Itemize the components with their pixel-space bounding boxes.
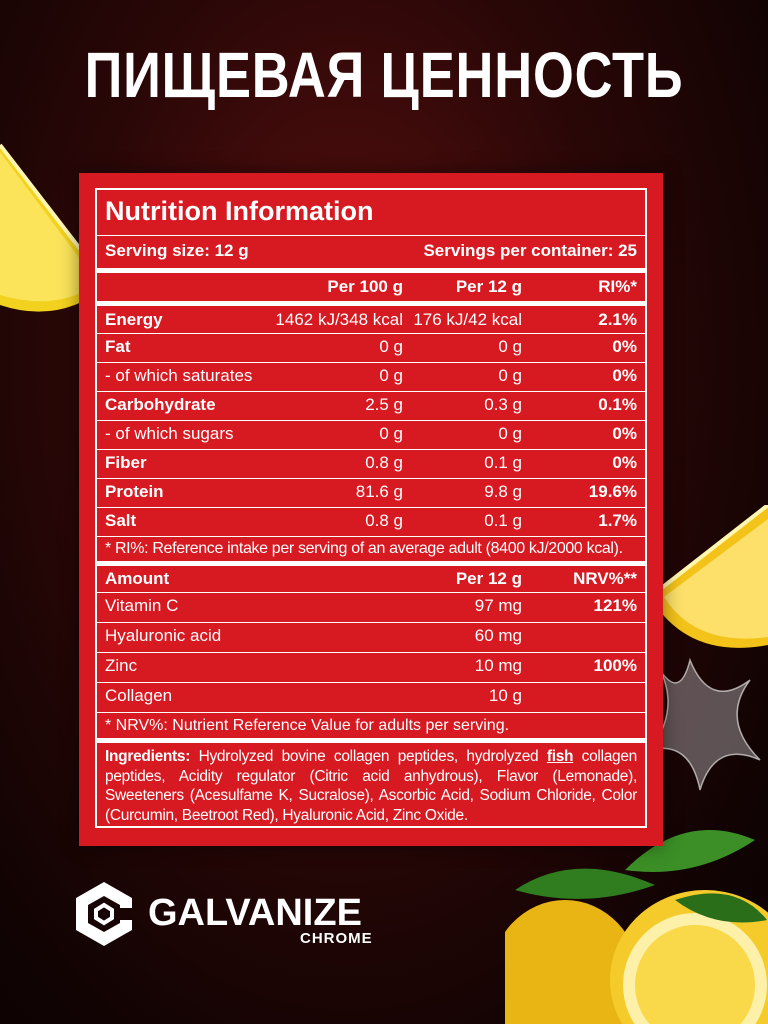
value-per12: 9.8 g <box>484 482 522 501</box>
col-per12: Per 12 g <box>455 277 522 296</box>
nutrient-name: Protein <box>105 482 164 501</box>
table-row: Energy 1462 kJ/348 kcal 176 kJ/42 kcal 2… <box>97 301 645 333</box>
list-item: Hyaluronic acid 60 mg <box>97 622 645 652</box>
amount-value: 97 mg <box>474 596 522 615</box>
value-per100: 1462 kJ/348 kcal <box>275 310 403 329</box>
nutrient-name: Energy <box>105 310 163 329</box>
nutrient-name: Fat <box>105 337 131 356</box>
value-per12: 0.3 g <box>484 395 522 414</box>
table-row: Fat 0 g 0 g 0% <box>97 333 645 362</box>
ingredients-highlight: fish <box>546 748 574 765</box>
nutrient-name: Carbohydrate <box>105 395 216 414</box>
amount-per12-label: Per 12 g <box>455 569 522 588</box>
amount-name: Zinc <box>105 656 138 675</box>
amount-value: 60 mg <box>474 626 522 645</box>
amount-header-row: Amount Per 12 g NRV%** <box>97 561 645 592</box>
nrv-footnote: * NRV%: Nutrient Reference Value for adu… <box>97 712 645 738</box>
brand-name: GALVANIZE <box>148 892 362 934</box>
nutrition-frame: Nutrition Information Serving size: 12 g… <box>95 188 647 828</box>
page-heading: ПИЩЕВАЯ ЦЕННОСТЬ <box>84 39 684 111</box>
amount-label: Amount <box>105 569 170 588</box>
column-header-row: Per 100 g Per 12 g RI%* <box>97 268 645 301</box>
value-ri: 0% <box>612 453 637 472</box>
value-per12: 0 g <box>498 366 522 385</box>
nutrient-name: - of which sugars <box>105 424 234 443</box>
brand-sub: CHROME <box>300 930 373 947</box>
value-ri: 0.1% <box>598 395 637 414</box>
value-per100: 0 g <box>379 337 403 356</box>
ingredients-label: Ingredients: <box>105 748 191 765</box>
lemons-with-leaves-image <box>505 830 768 1024</box>
amount-name: Vitamin C <box>105 596 179 615</box>
value-ri: 0% <box>612 424 637 443</box>
table-row: Fiber 0.8 g 0.1 g 0% <box>97 449 645 478</box>
amount-name: Hyaluronic acid <box>105 626 222 645</box>
value-per12: 0 g <box>498 337 522 356</box>
servings-per-container: Servings per container: 25 <box>423 241 637 260</box>
value-ri: 19.6% <box>588 482 637 501</box>
amount-value: 10 g <box>488 686 522 705</box>
value-per100: 2.5 g <box>365 395 403 414</box>
nrv-label: NRV%** <box>573 569 637 588</box>
hexagon-logo-icon <box>76 882 132 946</box>
table-row: - of which sugars 0 g 0 g 0% <box>97 420 645 449</box>
list-item: Collagen 10 g <box>97 682 645 712</box>
nutrient-name: Fiber <box>105 453 147 472</box>
amount-nrv: 121% <box>593 596 637 615</box>
table-row: Carbohydrate 2.5 g 0.3 g 0.1% <box>97 391 645 420</box>
col-ri: RI%* <box>598 277 637 296</box>
nutrient-name: - of which saturates <box>105 366 253 385</box>
value-per100: 0 g <box>379 424 403 443</box>
value-per12: 0.1 g <box>484 511 522 530</box>
table-row: Protein 81.6 g 9.8 g 19.6% <box>97 478 645 507</box>
value-per100: 0.8 g <box>365 511 403 530</box>
nutrition-title: Nutrition Information <box>105 196 374 226</box>
ingredients-part1: Hydrolyzed bovine collagen peptides, hyd… <box>198 748 539 765</box>
value-per100: 0 g <box>379 366 403 385</box>
nutrition-panel <box>79 173 663 846</box>
table-row: - of which saturates 0 g 0 g 0% <box>97 362 645 391</box>
amount-nrv: 100% <box>593 656 637 675</box>
value-per100: 0.8 g <box>365 453 403 472</box>
serving-size: Serving size: 12 g <box>105 241 249 260</box>
ri-footnote: * RI%: Reference intake per serving of a… <box>97 536 645 561</box>
lemon-slice-right-image <box>648 505 768 648</box>
amount-value: 10 mg <box>474 656 522 675</box>
value-per100: 81.6 g <box>355 482 403 501</box>
value-per12: 0.1 g <box>484 453 522 472</box>
table-row: Salt 0.8 g 0.1 g 1.7% <box>97 507 645 536</box>
list-item: Vitamin C 97 mg 121% <box>97 592 645 622</box>
value-per12: 176 kJ/42 kcal <box>413 310 522 329</box>
value-per12: 0 g <box>498 424 522 443</box>
value-ri: 1.7% <box>598 511 637 530</box>
col-per100: Per 100 g <box>327 277 403 296</box>
value-ri: 2.1% <box>598 310 637 329</box>
ingredients-text: Ingredients: Hydrolyzed bovine collagen … <box>97 738 645 825</box>
value-ri: 0% <box>612 366 637 385</box>
serving-row: Serving size: 12 g Servings per containe… <box>97 235 645 265</box>
nutrient-name: Salt <box>105 511 137 530</box>
amount-name: Collagen <box>105 686 173 705</box>
ingredients-part2: collagen peptides, Acidity regulator (Ci… <box>105 748 637 824</box>
list-item: Zinc 10 mg 100% <box>97 652 645 682</box>
value-ri: 0% <box>612 337 637 356</box>
